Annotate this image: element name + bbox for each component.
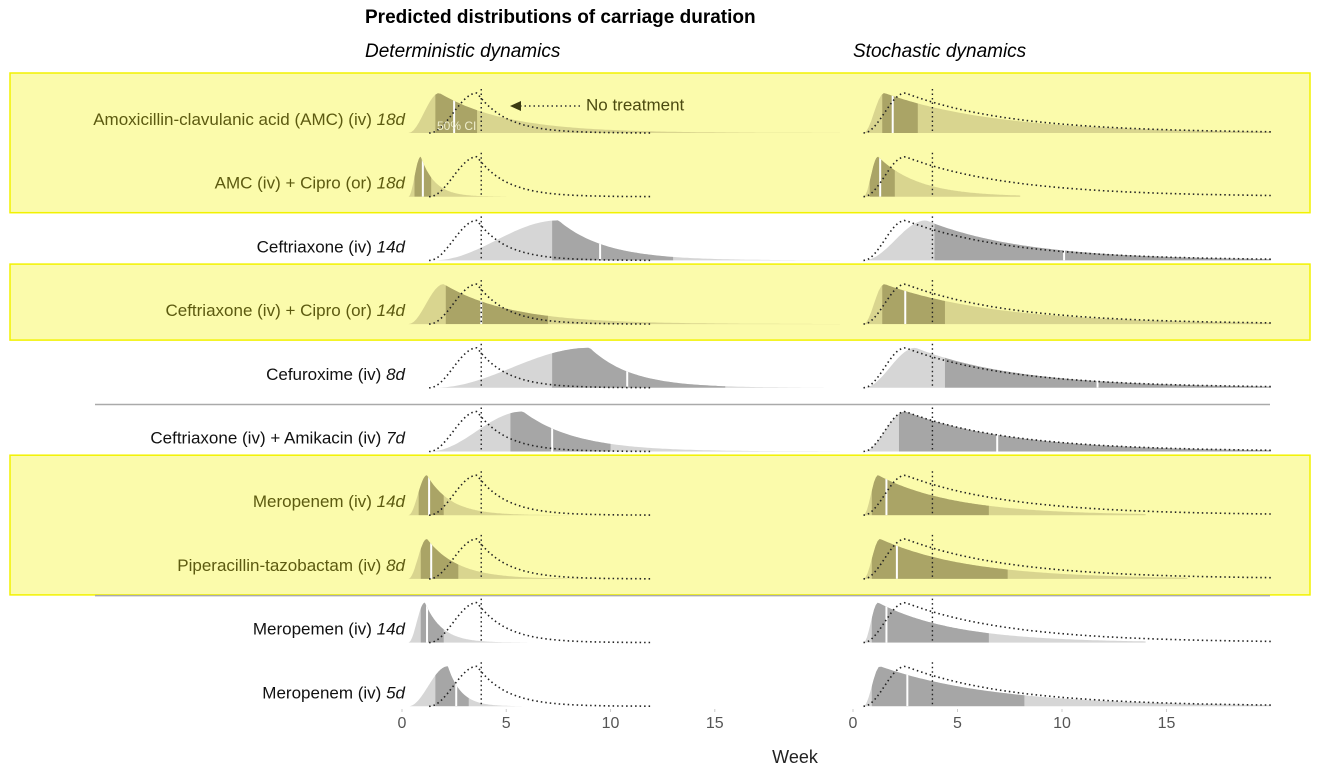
row-label: AMC (iv) + Cipro (or) 18d xyxy=(215,174,406,193)
density xyxy=(408,539,611,579)
x-tick-label: 0 xyxy=(849,715,858,732)
treatment-name: Ceftriaxone (iv) xyxy=(257,238,372,257)
row-label: Cefuroxime (iv) 8d xyxy=(266,365,405,384)
row-label: Meropenem (iv) 14d xyxy=(253,493,406,512)
no-treatment-curve xyxy=(863,219,1271,262)
duration: 8d xyxy=(386,365,405,384)
highlight-box xyxy=(9,72,1311,214)
duration: 8d xyxy=(386,556,405,575)
no-treatment-curve xyxy=(863,347,1271,389)
density xyxy=(408,156,507,197)
highlight-box xyxy=(9,263,1311,341)
row-label: Ceftriaxone (iv) + Amikacin (iv) 7d xyxy=(150,429,405,448)
treatment-name: Piperacillin-tazobactam (iv) xyxy=(177,556,381,575)
no-treatment-curve xyxy=(863,665,1271,708)
panel-title: Deterministic dynamics xyxy=(365,41,561,62)
no-treatment-curve xyxy=(863,92,1271,134)
no-treatment-curve xyxy=(863,474,1271,516)
ci-band xyxy=(934,220,1271,261)
no-treatment-curve xyxy=(429,601,653,644)
no-treatment-curve xyxy=(863,410,1271,453)
density xyxy=(433,220,840,261)
ci-band xyxy=(871,666,1025,707)
ci-band xyxy=(435,666,469,707)
x-tick-label: 0 xyxy=(398,715,407,732)
duration: 14d xyxy=(377,238,406,257)
treatment-name: Meropemen (iv) xyxy=(253,620,372,639)
background xyxy=(9,72,1311,597)
ci-band xyxy=(552,220,674,261)
density xyxy=(408,475,569,516)
ci-band xyxy=(552,347,726,388)
x-axis-label: Week xyxy=(772,747,819,767)
duration: 14d xyxy=(377,302,406,321)
annotation: No treatment xyxy=(586,95,685,114)
duration: 18d xyxy=(377,110,406,129)
x-tick-label: 15 xyxy=(706,715,724,732)
density xyxy=(863,284,1271,325)
ci-band xyxy=(510,411,611,452)
row-label: Ceftriaxone (iv) 14d xyxy=(257,238,406,257)
density xyxy=(863,156,1021,197)
ci-band xyxy=(871,602,989,643)
no-treatment-curve xyxy=(863,601,1271,644)
arrow-head xyxy=(510,101,521,111)
ci-band xyxy=(898,411,1271,452)
row-label: Amoxicillin-clavulanic acid (AMC) (iv) 1… xyxy=(93,110,405,129)
density xyxy=(408,93,840,133)
x-tick-label: 5 xyxy=(502,715,511,732)
density xyxy=(433,347,840,388)
density xyxy=(429,411,840,452)
row-label: Meropenem (iv) 5d xyxy=(262,684,405,703)
x-tick-label: 10 xyxy=(1053,715,1071,732)
chart-title: Predicted distributions of carriage dura… xyxy=(365,7,756,28)
no-treatment-curve xyxy=(863,538,1271,580)
duration: 14d xyxy=(377,493,406,512)
row-label: Piperacillin-tazobactam (iv) 8d xyxy=(177,556,405,575)
density xyxy=(863,93,1271,133)
row-label: Meropemen (iv) 14d xyxy=(253,620,406,639)
treatment-name: Amoxicillin-clavulanic acid (AMC) (iv) xyxy=(93,110,372,129)
no-treatment-curve xyxy=(863,155,1271,198)
no-treatment-curve xyxy=(863,283,1271,325)
treatment-name: Cefuroxime (iv) xyxy=(266,365,381,384)
x-tick-label: 15 xyxy=(1158,715,1176,732)
duration: 18d xyxy=(377,174,406,193)
x-tick-label: 5 xyxy=(953,715,962,732)
annotation: 50% CI xyxy=(437,119,476,133)
duration: 14d xyxy=(377,620,406,639)
treatment-name: Ceftriaxone (iv) + Amikacin (iv) xyxy=(150,429,381,448)
duration: 5d xyxy=(386,684,405,703)
treatment-name: AMC (iv) + Cipro (or) xyxy=(215,174,372,193)
panel-title: Stochastic dynamics xyxy=(853,41,1027,62)
treatment-name: Ceftriaxone (iv) + Cipro (or) xyxy=(165,302,371,321)
highlight-box xyxy=(9,454,1311,596)
row-label: Ceftriaxone (iv) + Cipro (or) 14d xyxy=(165,302,405,321)
treatment-name: Meropenem (iv) xyxy=(253,493,372,512)
duration: 7d xyxy=(386,429,405,448)
treatment-name: Meropenem (iv) xyxy=(262,684,381,703)
x-tick-label: 10 xyxy=(602,715,620,732)
ci-band xyxy=(420,602,444,643)
